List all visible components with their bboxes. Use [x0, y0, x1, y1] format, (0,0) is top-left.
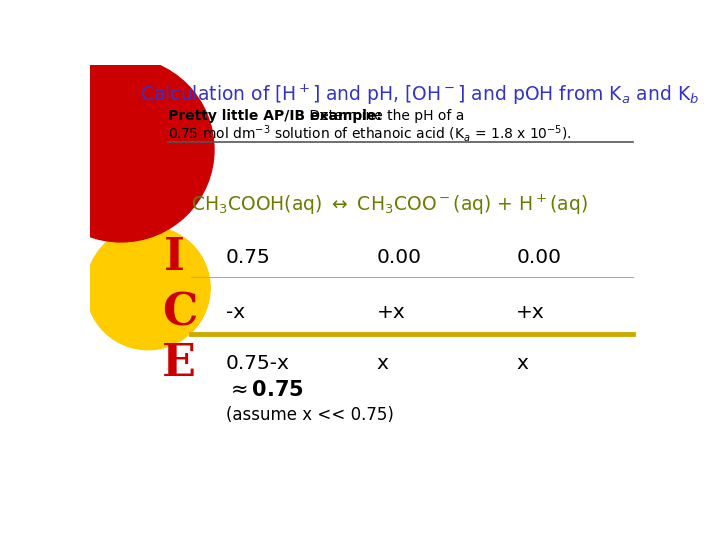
Text: E: E: [162, 342, 196, 385]
Text: x: x: [377, 354, 389, 373]
Text: Pretty little AP/IB example:: Pretty little AP/IB example:: [168, 109, 382, 123]
Text: 0.75 mol dm$^{-3}$ solution of ethanoic acid (K$_a$ = 1.8 x 10$^{-5}$).: 0.75 mol dm$^{-3}$ solution of ethanoic …: [168, 123, 571, 144]
Text: +x: +x: [377, 303, 405, 322]
Text: 0.00: 0.00: [377, 248, 422, 267]
Text: Determine the pH of a: Determine the pH of a: [305, 109, 465, 123]
Text: Calculation of [H$^+$] and pH, [OH$^-$] and pOH from K$_a$ and K$_b$: Calculation of [H$^+$] and pH, [OH$^-$] …: [140, 83, 700, 106]
Circle shape: [28, 57, 214, 242]
Text: x: x: [516, 354, 528, 373]
Text: (assume x << 0.75): (assume x << 0.75): [225, 406, 394, 424]
Text: $\approx\mathbf{0.75}$: $\approx\mathbf{0.75}$: [225, 380, 303, 400]
Text: I: I: [163, 236, 184, 279]
Text: CH$_3$COOH(aq) $\leftrightarrow$ CH$_3$COO$^-$(aq) + H$^+$(aq): CH$_3$COOH(aq) $\leftrightarrow$ CH$_3$C…: [191, 193, 588, 217]
Text: -x: -x: [225, 303, 245, 322]
Text: 0.00: 0.00: [516, 248, 562, 267]
Text: +x: +x: [516, 303, 545, 322]
Text: C: C: [162, 291, 197, 334]
Circle shape: [86, 226, 210, 350]
Text: 0.75-x: 0.75-x: [225, 354, 289, 373]
Text: 0.75: 0.75: [225, 248, 271, 267]
